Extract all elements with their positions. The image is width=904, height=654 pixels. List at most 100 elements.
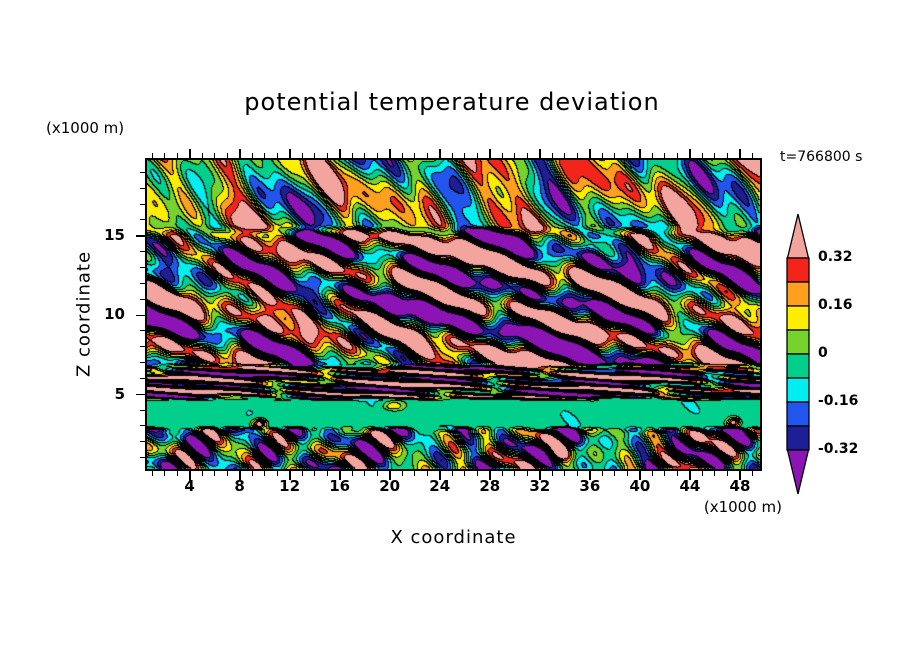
- x-tick: [426, 153, 428, 158]
- x-tick: [601, 471, 603, 476]
- x-tick: [589, 471, 591, 480]
- x-tick: [326, 471, 328, 476]
- x-tick: [301, 153, 303, 158]
- x-tick: [676, 471, 678, 476]
- x-tick: [614, 471, 616, 476]
- x-tick: [264, 471, 266, 476]
- x-tick: [401, 153, 403, 158]
- x-tick-label: 16: [329, 477, 351, 495]
- x-tick-label: 24: [429, 477, 451, 495]
- time-label: t=766800 s: [780, 149, 863, 165]
- colorbar-tick-label: 0.32: [818, 249, 853, 265]
- x-tick: [201, 471, 203, 476]
- z-tick: [140, 457, 145, 459]
- x-tick: [451, 153, 453, 158]
- x-tick: [251, 153, 253, 158]
- x-tick-label: 40: [629, 477, 651, 495]
- x-tick: [664, 471, 666, 476]
- x-tick: [564, 153, 566, 158]
- colorbar-tick-label: 0: [818, 345, 828, 361]
- plot-frame: 4 8 12 16 20 24 28 32 36 40 44 48 5 10 15: [104, 149, 762, 495]
- x-tick-label: 12: [279, 477, 301, 495]
- z-tick: [140, 346, 145, 348]
- heatmap-canvas: [147, 160, 760, 469]
- x-tick: [501, 153, 503, 158]
- x-tick: [576, 153, 578, 158]
- x-tick: [251, 471, 253, 476]
- x-tick: [551, 153, 553, 158]
- colorbar-box: [786, 353, 810, 379]
- x-tick: [339, 149, 341, 158]
- x-tick: [539, 471, 541, 480]
- z-tick: [140, 187, 145, 189]
- x-tick: [376, 153, 378, 158]
- colorbar-box: [786, 281, 810, 307]
- z-tick: [140, 441, 145, 443]
- x-tick: [314, 153, 316, 158]
- x-tick: [701, 153, 703, 158]
- x-tick: [176, 471, 178, 476]
- x-tick: [414, 153, 416, 158]
- x-axis-title: X coordinate: [390, 527, 517, 548]
- x-tick: [676, 153, 678, 158]
- colorbar-graphic: [786, 213, 810, 495]
- x-tick: [476, 153, 478, 158]
- z-tick: [140, 171, 145, 173]
- x-tick: [339, 471, 341, 480]
- x-tick: [701, 471, 703, 476]
- x-tick: [364, 153, 366, 158]
- z-tick: [140, 267, 145, 268]
- x-tick: [239, 471, 241, 480]
- z-tick-label: 5: [114, 384, 125, 403]
- x-tick: [489, 149, 491, 158]
- x-tick: [364, 471, 366, 476]
- z-tick: [140, 425, 145, 427]
- z-tick: [136, 235, 145, 237]
- x-tick: [439, 471, 441, 480]
- z-tick: [136, 314, 145, 317]
- x-tick: [289, 149, 291, 158]
- colorbar-arrow-down: [786, 449, 810, 495]
- colorbar-arrow-up: [786, 213, 810, 259]
- x-tick: [151, 471, 153, 476]
- x-tick: [626, 471, 628, 476]
- x-tick: [226, 153, 228, 158]
- x-tick: [464, 153, 466, 158]
- x-tick: [526, 471, 528, 476]
- x-tick-label: 32: [529, 477, 551, 495]
- z-axis-unit-label: (x1000 m): [46, 119, 125, 137]
- x-tick-label: 28: [479, 477, 501, 495]
- x-tick-label: 44: [679, 477, 701, 495]
- x-tick: [639, 149, 641, 158]
- z-tick: [140, 203, 145, 205]
- x-tick: [539, 149, 541, 158]
- x-tick: [739, 471, 741, 480]
- x-tick: [514, 153, 516, 158]
- colorbar-tick-label: -0.32: [818, 441, 859, 457]
- x-tick: [514, 471, 516, 476]
- x-tick: [664, 153, 666, 158]
- x-tick: [264, 153, 266, 158]
- x-tick: [601, 153, 603, 158]
- x-tick: [526, 153, 528, 158]
- x-tick: [614, 153, 616, 158]
- x-tick: [189, 149, 191, 158]
- z-tick-label: 15: [104, 226, 125, 245]
- x-tick: [401, 471, 403, 476]
- x-tick-label: 4: [184, 477, 195, 495]
- x-tick: [564, 471, 566, 476]
- z-tick: [140, 282, 145, 284]
- x-tick: [551, 471, 553, 476]
- x-tick: [626, 153, 628, 158]
- x-tick: [351, 471, 353, 476]
- x-tick: [751, 153, 753, 158]
- x-tick: [439, 149, 441, 158]
- x-tick: [726, 471, 728, 476]
- x-tick: [201, 153, 203, 158]
- x-tick: [639, 471, 641, 480]
- x-tick: [289, 471, 291, 480]
- x-tick: [714, 471, 716, 476]
- x-tick: [689, 149, 691, 158]
- x-tick: [589, 149, 591, 158]
- colorbar-box: [786, 425, 810, 451]
